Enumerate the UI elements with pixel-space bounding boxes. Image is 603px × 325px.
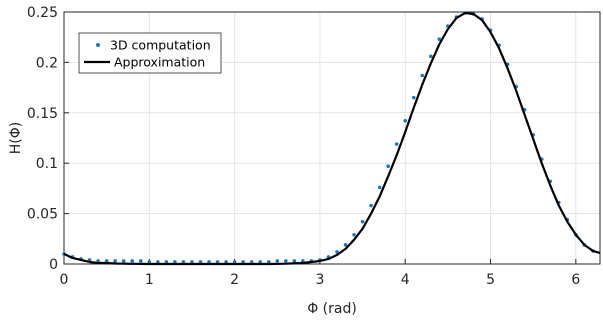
data-point-3d-computation	[173, 260, 177, 264]
data-point-3d-computation	[198, 260, 203, 264]
data-point-3d-computation	[360, 219, 365, 224]
data-point-3d-computation	[241, 260, 245, 264]
data-point-3d-computation	[207, 260, 211, 264]
data-point-3d-computation	[130, 259, 135, 263]
data-point-3d-computation	[429, 54, 433, 59]
legend-label-approximation: Approximation	[114, 55, 205, 70]
x-tick-label: 2	[230, 272, 239, 288]
data-point-3d-computation	[343, 243, 348, 247]
data-point-3d-computation	[420, 73, 425, 78]
data-point-3d-computation	[232, 260, 237, 264]
x-tick-label: 1	[145, 272, 154, 288]
data-point-3d-computation	[181, 260, 186, 264]
legend-label-3d-computation: 3D computation	[110, 38, 211, 53]
data-point-3d-computation	[352, 232, 356, 237]
legend-box	[78, 32, 222, 74]
data-point-3d-computation	[369, 203, 373, 208]
y-tick-label: 0.15	[27, 106, 58, 122]
data-point-3d-computation	[292, 259, 297, 263]
y-tick-label: 0.1	[36, 156, 58, 172]
data-point-3d-computation	[386, 164, 390, 169]
data-point-3d-computation	[190, 260, 194, 264]
x-tick-label: 6	[571, 272, 580, 288]
data-point-3d-computation	[403, 119, 408, 123]
y-tick-label: 0.25	[27, 5, 58, 21]
y-tick-label: 0	[49, 257, 58, 273]
data-point-3d-computation	[113, 259, 117, 263]
legend-marker-3d-computation	[96, 43, 100, 47]
data-point-3d-computation	[156, 260, 160, 264]
data-point-3d-computation	[266, 260, 271, 264]
data-point-3d-computation	[104, 259, 109, 263]
x-tick-label: 5	[486, 272, 495, 288]
x-tick-label: 3	[315, 272, 324, 288]
series-layer	[62, 11, 601, 266]
plot-area-frame	[63, 11, 601, 265]
x-axis-title: Φ (rad)	[307, 301, 357, 317]
data-point-3d-computation	[147, 260, 152, 264]
x-tick-label: 0	[60, 272, 69, 288]
data-point-3d-computation	[121, 259, 126, 263]
data-point-3d-computation	[258, 260, 263, 264]
y-axis-title: H(Φ)	[8, 122, 24, 154]
data-point-3d-computation	[249, 260, 254, 264]
ticks: 0 1 2 3 4 5 6 0 0.05 0.1 0.15 0.2 0.25	[27, 5, 581, 288]
data-point-3d-computation	[224, 260, 228, 264]
y-tick-label: 0.2	[36, 55, 58, 71]
series-line-approximation	[63, 11, 601, 266]
data-point-3d-computation	[335, 250, 339, 254]
data-point-3d-computation	[437, 37, 442, 42]
data-point-3d-computation	[275, 259, 280, 263]
data-point-3d-computation	[164, 260, 169, 264]
x-tick-label: 4	[401, 272, 410, 288]
data-point-3d-computation	[138, 259, 143, 263]
data-point-3d-computation	[284, 259, 288, 263]
y-tick-label: 0.05	[27, 207, 58, 223]
data-point-3d-computation	[377, 185, 382, 190]
data-point-3d-computation	[411, 95, 416, 100]
data-point-3d-computation	[215, 260, 220, 264]
data-point-3d-computation	[394, 142, 399, 146]
legend: 3D computation Approximation	[78, 32, 222, 74]
